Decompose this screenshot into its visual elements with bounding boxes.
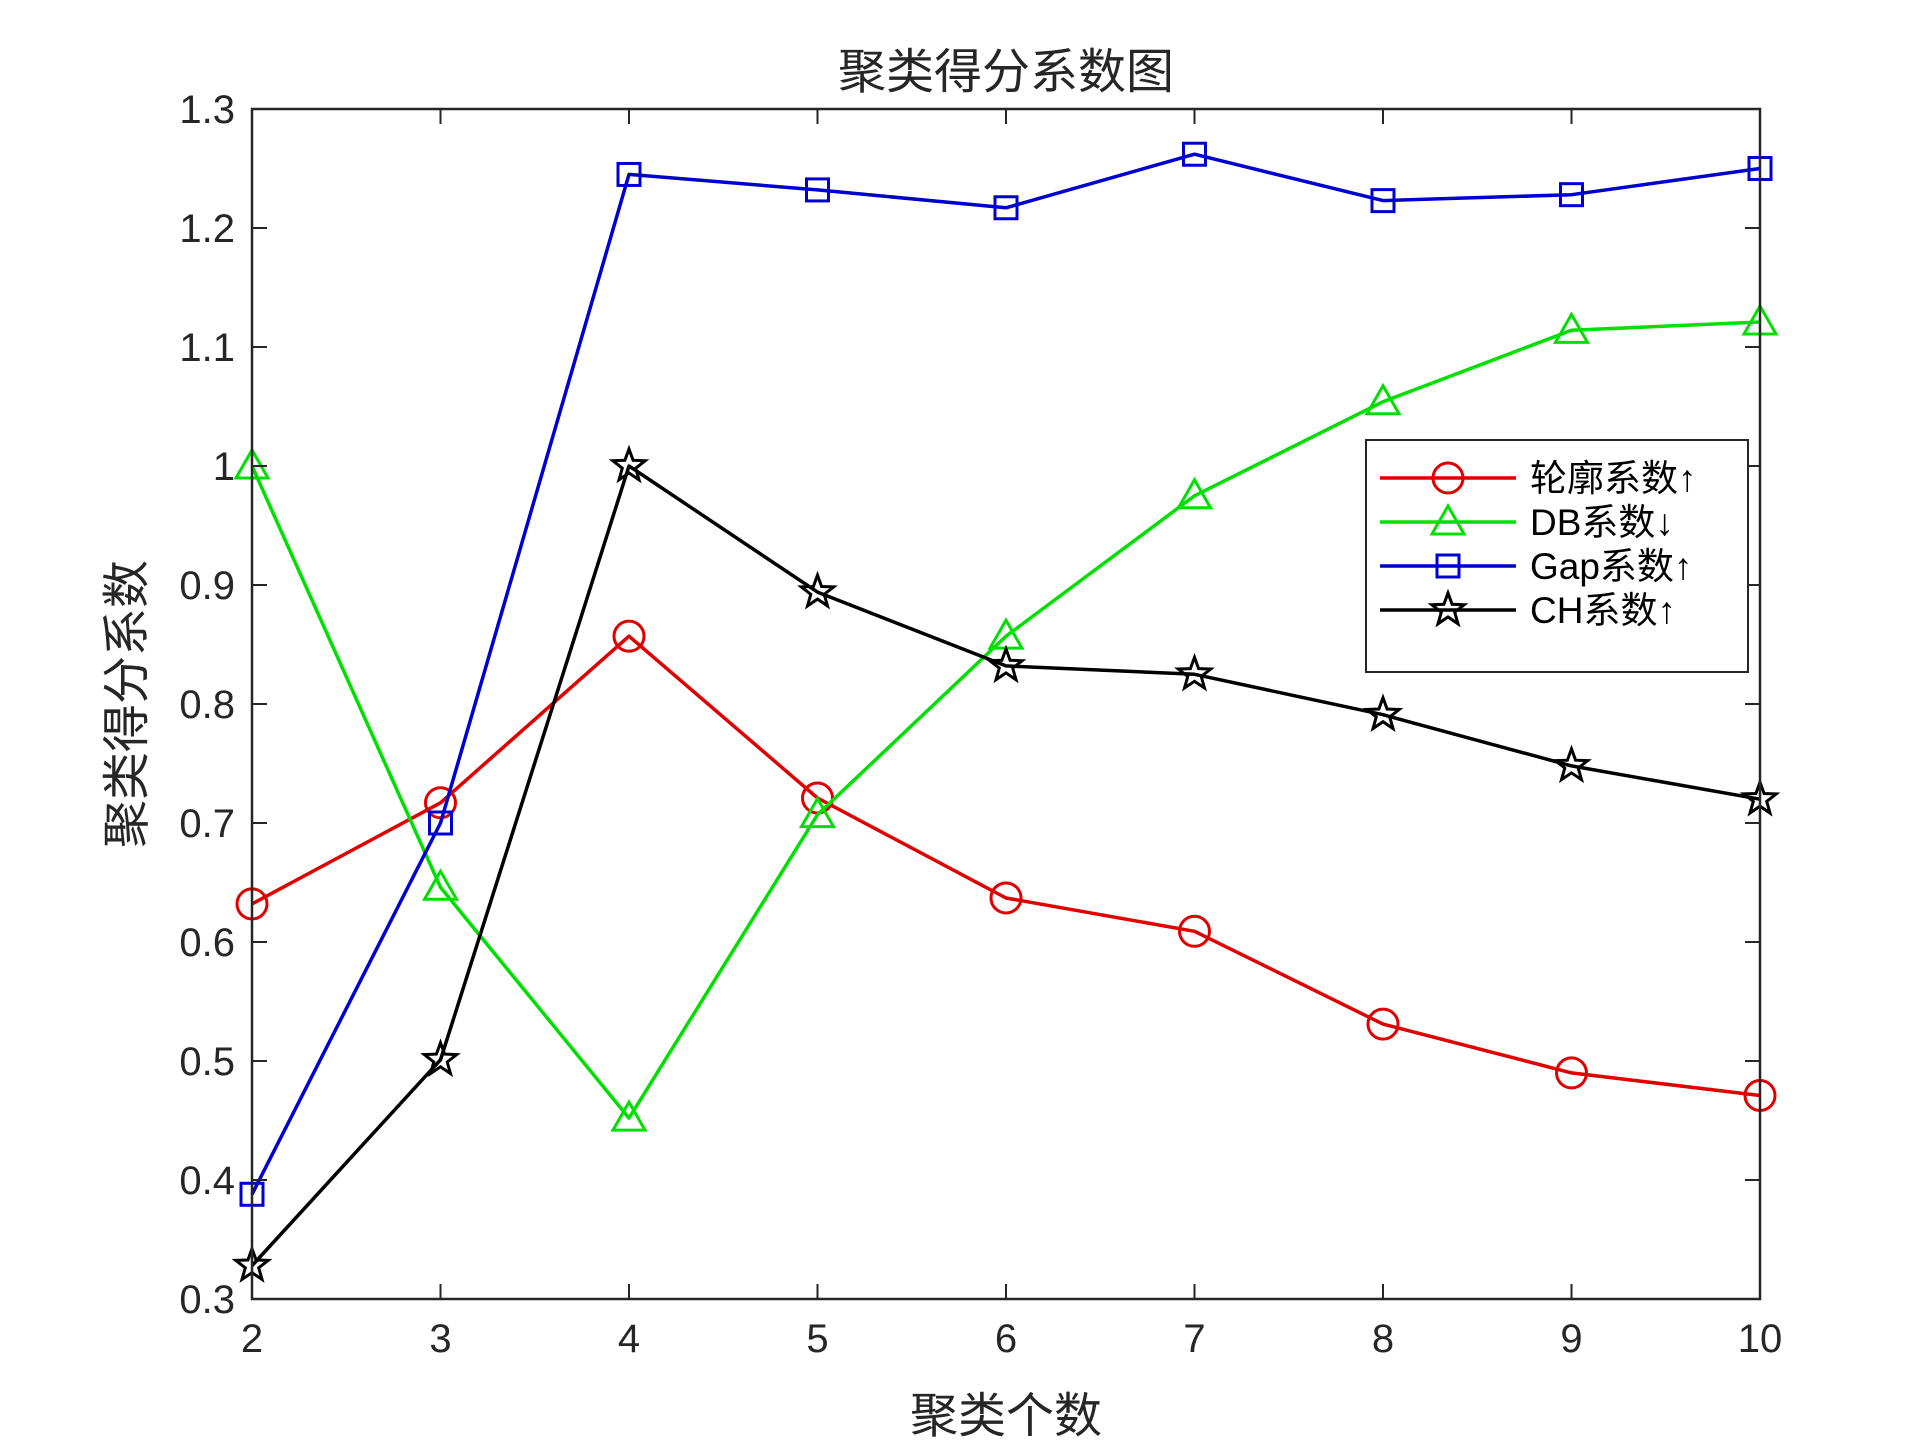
- legend: 轮廓系数↑DB系数↓Gap系数↑CH系数↑: [1365, 439, 1749, 673]
- x-tick-label: 2: [241, 1317, 263, 1361]
- y-tick-label: 1.2: [179, 207, 235, 251]
- x-tick-label: 10: [1738, 1317, 1783, 1361]
- series-line: [251, 634, 1761, 1098]
- y-tick-label: 0.6: [179, 921, 235, 965]
- legend-label: CH系数↑: [1530, 590, 1676, 631]
- ticks-layer: 2 3 4 5 6 7 8 9 10 0.3 0.4 0.5 0.6 0.7 0.8 0.9 1 1.1 1.2 1.…: [179, 88, 1782, 1361]
- data-point-circle: [989, 881, 1023, 915]
- y-tick-label: 0.5: [179, 1040, 235, 1084]
- x-tick-label: 6: [995, 1317, 1017, 1361]
- data-point-square: [616, 161, 642, 187]
- data-point-square: [1370, 188, 1396, 214]
- legend-marker-circle: [1431, 461, 1465, 495]
- legend-items: 轮廓系数↑DB系数↓Gap系数↑CH系数↑: [1380, 458, 1697, 631]
- series-line: [250, 152, 1761, 1196]
- series-layer: [231, 141, 1781, 1283]
- data-point-star: [1551, 744, 1592, 784]
- legend-label: 轮廓系数↑: [1530, 458, 1697, 499]
- data-point-triangle: [421, 868, 460, 901]
- legend-label: Gap系数↑: [1530, 546, 1692, 587]
- legend-marker-square: [1435, 553, 1461, 579]
- data-point-triangle: [1175, 476, 1214, 510]
- legend-marker-star: [1427, 588, 1469, 628]
- chart-title: 聚类得分系数图: [838, 44, 1174, 100]
- data-point-circle: [612, 619, 646, 653]
- x-tick-label: 8: [1372, 1317, 1394, 1361]
- legend-label: DB系数↓: [1530, 502, 1674, 543]
- data-point-square: [1559, 182, 1584, 208]
- x-tick-label: 3: [429, 1317, 451, 1361]
- series-line: [250, 320, 1761, 1120]
- plot-area: [252, 109, 1760, 1299]
- x-tick-label: 9: [1560, 1317, 1582, 1361]
- data-point-star: [797, 570, 838, 610]
- data-point-square: [428, 810, 453, 836]
- data-point-circle: [1178, 914, 1211, 948]
- y-tick-label: 0.8: [179, 683, 235, 727]
- data-point-star: [1362, 693, 1404, 733]
- y-tick-label: 0.7: [179, 802, 235, 846]
- x-tick-label: 5: [806, 1317, 828, 1361]
- data-point-triangle: [1552, 311, 1591, 344]
- data-point-square: [1182, 141, 1207, 167]
- y-tick-label: 0.3: [179, 1278, 235, 1322]
- x-tick-label: 7: [1183, 1317, 1205, 1361]
- legend-marker-triangle: [1429, 502, 1467, 536]
- data-point-star: [420, 1038, 461, 1078]
- x-axis-label: 聚类个数: [910, 1388, 1102, 1440]
- data-point-circle: [1366, 1007, 1400, 1041]
- y-axis-label: 聚类得分系数: [99, 560, 155, 848]
- y-tick-label: 1.1: [179, 326, 235, 370]
- data-point-circle: [1555, 1056, 1588, 1090]
- y-tick-label: 0.4: [179, 1159, 235, 1203]
- data-point-star: [608, 444, 650, 484]
- series-4: [231, 444, 1781, 1283]
- data-point-square: [805, 177, 830, 203]
- data-point-triangle: [610, 1099, 648, 1132]
- x-tick-label: 4: [618, 1317, 640, 1361]
- y-tick-label: 1.3: [179, 88, 235, 132]
- y-tick-label: 1: [213, 445, 235, 489]
- data-point-square: [993, 195, 1019, 221]
- series-line: [250, 464, 1761, 1267]
- data-point-star: [985, 644, 1027, 684]
- y-tick-label: 0.9: [179, 564, 235, 608]
- data-point-triangle: [1364, 382, 1402, 416]
- data-point-triangle: [798, 795, 837, 829]
- data-point-star: [1174, 652, 1215, 692]
